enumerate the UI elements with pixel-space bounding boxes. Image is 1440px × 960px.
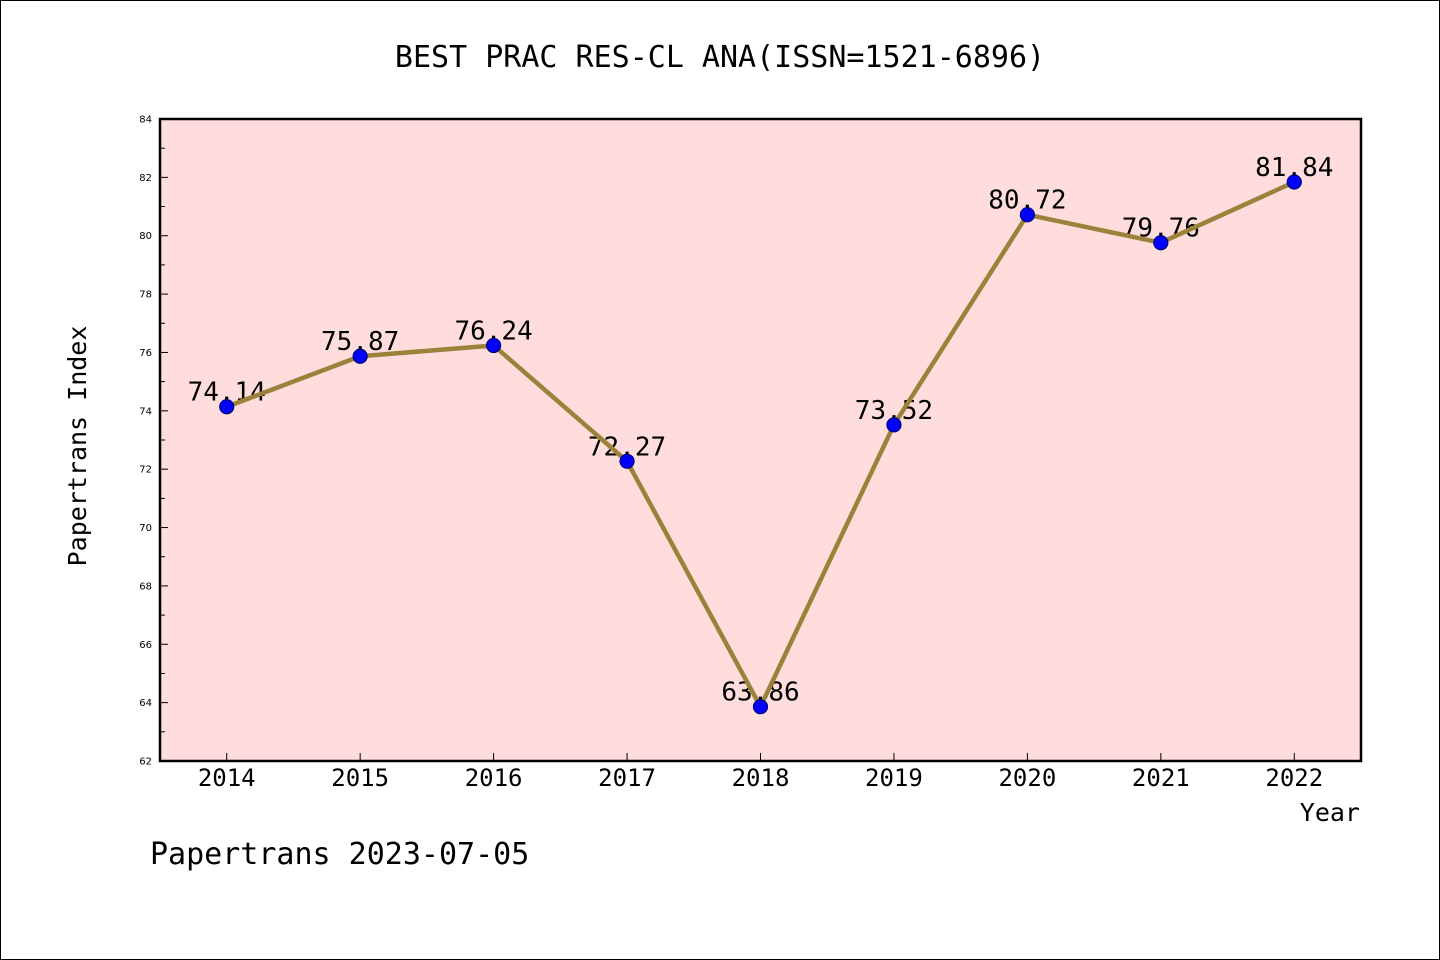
y-tick-label: 62 (139, 757, 152, 768)
footer-text: Papertrans 2023-07-05 (150, 837, 529, 872)
x-tick-label: 2014 (198, 764, 256, 792)
data-point (352, 348, 368, 364)
y-tick-label: 64 (139, 698, 152, 709)
data-point (619, 453, 635, 469)
data-point (1019, 207, 1035, 223)
y-tick-label: 72 (139, 465, 152, 476)
chart-title: BEST PRAC RES-CL ANA(ISSN=1521-6896) (395, 40, 1045, 75)
data-point (219, 399, 235, 415)
data-point (1286, 174, 1302, 190)
y-tick-label: 78 (139, 290, 152, 301)
x-tick-label: 2018 (732, 764, 790, 792)
y-tick-label: 84 (139, 115, 152, 126)
data-point (886, 417, 902, 433)
data-point (486, 337, 502, 354)
x-axis-label: Year (1300, 798, 1360, 827)
data-point (752, 699, 769, 715)
plot-area (160, 119, 1361, 761)
y-tick-label: 68 (139, 581, 152, 592)
x-tick-label: 2021 (1132, 764, 1190, 792)
y-tick-label: 66 (139, 640, 152, 651)
x-tick-label: 2019 (865, 764, 923, 792)
y-tick-label: 80 (139, 231, 152, 242)
y-tick-label: 76 (139, 348, 152, 359)
y-axis-label: Papertrans Index (63, 326, 92, 567)
x-tick-label: 2022 (1265, 764, 1323, 792)
x-tick-label: 2015 (331, 764, 389, 792)
x-tick-label: 2020 (998, 764, 1056, 792)
x-tick-label: 2016 (465, 764, 523, 792)
x-tick-label: 2017 (598, 764, 656, 792)
y-tick-label: 74 (139, 406, 152, 417)
axes: 2014 2015 2016 2017 2018 2019 2020 2021 2022 62 64… (139, 115, 1323, 793)
data-point (1153, 235, 1169, 251)
y-tick-label: 70 (139, 523, 152, 534)
y-tick-label: 82 (139, 173, 152, 184)
